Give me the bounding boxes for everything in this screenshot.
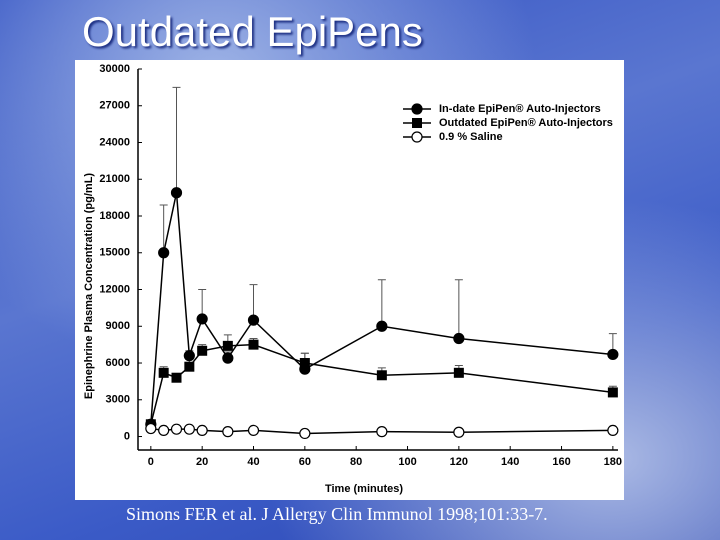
x-tick-label: 120 bbox=[450, 456, 468, 468]
data-point bbox=[453, 332, 465, 345]
slide-title: Outdated EpiPens bbox=[82, 8, 423, 55]
y-tick-label: 21000 bbox=[99, 173, 130, 185]
error-bar bbox=[249, 284, 258, 321]
data-point bbox=[453, 426, 465, 438]
y-tick-label: 15000 bbox=[99, 247, 130, 259]
y-tick-label: 3000 bbox=[106, 394, 130, 406]
data-point bbox=[247, 424, 260, 436]
data-point bbox=[222, 340, 233, 351]
data-point bbox=[196, 313, 208, 325]
x-tick-label: 60 bbox=[299, 456, 311, 468]
x-tick-label: 160 bbox=[552, 456, 570, 468]
data-point bbox=[222, 426, 234, 438]
y-tick-label: 12000 bbox=[99, 283, 130, 295]
data-point bbox=[299, 427, 311, 440]
y-tick-label: 18000 bbox=[99, 210, 130, 222]
y-tick-label: 24000 bbox=[99, 136, 130, 148]
data-point bbox=[222, 352, 234, 364]
x-axis-label: Time (minutes) bbox=[325, 483, 403, 495]
data-point bbox=[158, 367, 169, 378]
data-point bbox=[170, 423, 183, 435]
data-point bbox=[183, 423, 195, 435]
legend-label: 0.9 % Saline bbox=[439, 131, 503, 143]
data-point bbox=[376, 426, 388, 438]
x-tick-label: 140 bbox=[501, 456, 519, 468]
data-point bbox=[453, 367, 464, 378]
caption: Simons FER et al. J Allergy Clin Immunol… bbox=[126, 504, 548, 524]
data-point bbox=[299, 358, 310, 369]
data-point bbox=[183, 350, 195, 362]
x-tick-label: 80 bbox=[350, 456, 362, 468]
data-point bbox=[607, 424, 619, 436]
legend-marker bbox=[412, 118, 422, 128]
legend-marker bbox=[411, 131, 423, 143]
data-point bbox=[376, 320, 388, 332]
y-tick-label: 30000 bbox=[99, 63, 130, 75]
data-point bbox=[171, 372, 182, 383]
data-point bbox=[607, 348, 619, 361]
x-tick-label: 40 bbox=[247, 456, 259, 468]
legend-label: In-date EpiPen® Auto-Injectors bbox=[439, 103, 601, 115]
y-tick-label: 9000 bbox=[106, 320, 130, 332]
x-tick-label: 180 bbox=[604, 456, 622, 468]
legend-marker bbox=[411, 103, 423, 115]
data-point bbox=[376, 370, 387, 381]
data-point bbox=[197, 345, 208, 356]
x-tick-label: 100 bbox=[398, 456, 416, 468]
data-point bbox=[170, 187, 183, 199]
data-point bbox=[184, 361, 195, 372]
data-point bbox=[247, 314, 260, 326]
data-point bbox=[248, 339, 259, 350]
error-bar bbox=[377, 279, 386, 327]
chart: Time (minutes) Epinephrine Plasma Concen… bbox=[75, 60, 624, 500]
y-axis-label: Epinephrine Plasma Concentration (pg/mL) bbox=[83, 173, 95, 399]
data-point bbox=[607, 387, 618, 398]
error-bar bbox=[454, 279, 463, 339]
x-tick-label: 20 bbox=[196, 456, 208, 468]
x-tick-label: 0 bbox=[148, 456, 154, 468]
y-tick-label: 27000 bbox=[99, 100, 130, 112]
data-point bbox=[196, 424, 208, 436]
error-bar bbox=[172, 86, 181, 193]
error-bar bbox=[159, 204, 168, 253]
y-tick-label: 6000 bbox=[106, 357, 130, 369]
data-point bbox=[158, 247, 170, 259]
legend-label: Outdated EpiPen® Auto-Injectors bbox=[439, 117, 613, 129]
data-point bbox=[158, 424, 170, 436]
data-point bbox=[145, 422, 157, 435]
y-tick-label: 0 bbox=[124, 430, 130, 442]
